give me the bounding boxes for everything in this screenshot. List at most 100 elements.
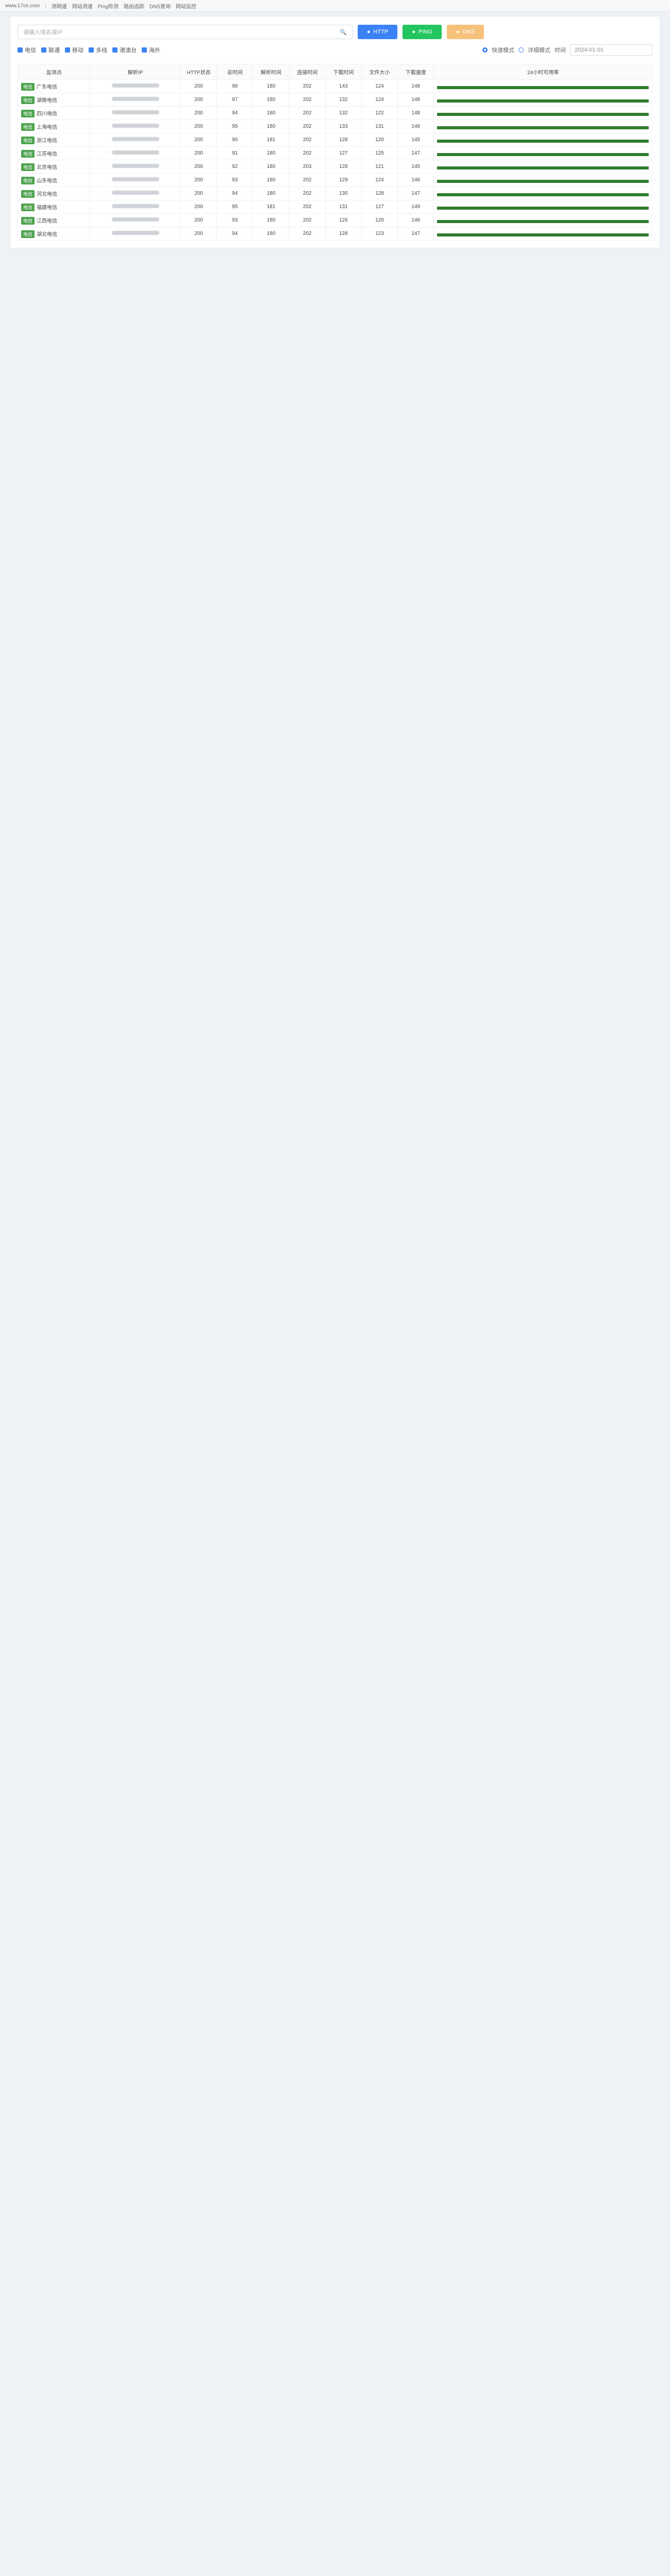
topbar-item-5[interactable]: DNS查询 xyxy=(149,4,171,10)
cell-download: 129 xyxy=(325,173,362,187)
radio-left[interactable] xyxy=(482,47,488,53)
cell-size: 123 xyxy=(361,227,398,241)
isp-tag: 电信 xyxy=(21,176,35,184)
header-9: 24小时可用率 xyxy=(433,64,652,80)
checkbox-4-box[interactable] xyxy=(112,47,118,53)
cell-total: 97 xyxy=(216,93,254,107)
main-panel: 请输入域名或IP 🔍 ● HTTP ● PING ● DNS 电信 联通 移动 … xyxy=(10,16,660,248)
topbar-item-3[interactable]: Ping检测 xyxy=(97,4,119,10)
cell-speed: 149 xyxy=(397,200,434,214)
cell-connect: 203 xyxy=(289,160,326,174)
cell-sparkline xyxy=(433,93,652,107)
cell-dns: 180 xyxy=(253,120,290,133)
checkbox-4-label: 港澳台 xyxy=(120,47,137,54)
sparkline-base xyxy=(437,99,649,103)
checkbox-1-box[interactable] xyxy=(41,47,46,53)
cell-connect: 202 xyxy=(289,120,326,133)
search-input[interactable]: 请输入域名或IP 🔍 xyxy=(18,25,353,39)
cell-download: 127 xyxy=(325,146,362,160)
isp-tag: 电信 xyxy=(21,123,35,131)
dns-button[interactable]: ● DNS xyxy=(446,25,484,39)
checkbox-4[interactable]: 港澳台 xyxy=(112,46,137,54)
table-row: 电信 北京电信 200 92 180 203 128 121 145 xyxy=(17,160,652,174)
http-label: HTTP xyxy=(373,29,389,35)
http-button[interactable]: ● HTTP xyxy=(358,25,398,39)
radio-right[interactable] xyxy=(518,47,524,53)
checkbox-1[interactable]: 联通 xyxy=(41,46,60,54)
cell-status: 200 xyxy=(180,106,217,120)
cell-dns: 180 xyxy=(253,79,290,93)
time-input[interactable]: 2024-01-01 xyxy=(570,44,652,56)
cell-location: 电信 湖南电信 xyxy=(17,93,91,107)
cell-location: 电信 广东电信 xyxy=(17,79,91,93)
checkbox-2-box[interactable] xyxy=(65,47,70,53)
topbar-separator: | xyxy=(45,3,46,9)
topbar-item-2[interactable]: 网站测速 xyxy=(72,4,93,10)
cell-size: 124 xyxy=(361,79,398,93)
cell-dns: 180 xyxy=(253,227,290,241)
ip-placeholder xyxy=(111,164,159,168)
checkbox-0[interactable]: 电信 xyxy=(18,46,36,54)
availability-sparkline xyxy=(437,112,649,116)
sparkline-base xyxy=(437,86,649,89)
header-8: 下载速度 xyxy=(397,64,434,80)
cell-ip xyxy=(90,187,181,200)
cell-status: 200 xyxy=(180,160,217,174)
cell-speed: 146 xyxy=(397,120,434,133)
isp-tag: 电信 xyxy=(21,82,35,91)
cell-ip xyxy=(90,213,181,227)
cell-size: 122 xyxy=(361,106,398,120)
checkbox-0-label: 电信 xyxy=(25,47,36,54)
cell-size: 125 xyxy=(361,146,398,160)
cell-download: 143 xyxy=(325,79,362,93)
checkbox-5-box[interactable] xyxy=(142,47,147,53)
cell-connect: 202 xyxy=(289,79,326,93)
cell-location: 电信 浙江电信 xyxy=(17,133,91,147)
cell-connect: 202 xyxy=(289,200,326,214)
location-text: 广东电信 xyxy=(37,84,58,90)
location-text: 湖南电信 xyxy=(37,97,58,104)
cell-speed: 148 xyxy=(397,93,434,107)
cell-status: 200 xyxy=(180,187,217,200)
sparkline-base xyxy=(437,193,649,196)
controls-row-2: 电信 联通 移动 多线 港澳台 海外 快速模式 详细模式 时间 2024-01-… xyxy=(18,44,652,56)
topbar-item-0[interactable]: www.17ce.com xyxy=(5,3,40,9)
header-3: 总时间 xyxy=(216,64,254,80)
topbar-item-4[interactable]: 路由追踪 xyxy=(123,4,144,10)
checkbox-0-box[interactable] xyxy=(18,47,23,53)
ip-placeholder xyxy=(111,150,159,155)
cell-sparkline xyxy=(433,160,652,174)
header-1: 解析IP xyxy=(90,64,181,80)
cell-size: 131 xyxy=(361,120,398,133)
cell-size: 124 xyxy=(361,93,398,107)
cell-total: 96 xyxy=(216,79,254,93)
availability-sparkline xyxy=(437,233,649,236)
cell-location: 电信 湖北电信 xyxy=(17,227,91,241)
checkbox-3-box[interactable] xyxy=(89,47,94,53)
cell-ip xyxy=(90,93,181,107)
checkbox-3[interactable]: 多线 xyxy=(89,46,107,54)
checkbox-2[interactable]: 移动 xyxy=(65,46,83,54)
availability-sparkline xyxy=(437,179,649,183)
table-row: 电信 广东电信 200 96 180 202 143 124 148 xyxy=(17,79,652,93)
cell-ip xyxy=(90,146,181,160)
header-4: 解析时间 xyxy=(253,64,290,80)
checkbox-5[interactable]: 海外 xyxy=(142,46,160,54)
cell-download: 130 xyxy=(325,187,362,200)
cell-download: 126 xyxy=(325,213,362,227)
sparkline-base xyxy=(437,112,649,116)
cell-location: 电信 江西电信 xyxy=(17,213,91,227)
availability-sparkline xyxy=(437,139,649,143)
dns-label: DNS xyxy=(462,29,475,35)
ping-button[interactable]: ● PING xyxy=(403,25,442,39)
ip-placeholder xyxy=(111,97,159,101)
cell-status: 200 xyxy=(180,133,217,147)
ip-placeholder xyxy=(111,231,159,235)
ping-label: PING xyxy=(418,29,432,35)
topbar-item-6[interactable]: 网站监控 xyxy=(176,4,196,10)
topbar-item-1[interactable]: 测网速 xyxy=(51,4,67,10)
sparkline-base xyxy=(437,219,649,223)
cell-status: 200 xyxy=(180,173,217,187)
ip-placeholder xyxy=(111,191,159,195)
search-icon[interactable]: 🔍 xyxy=(340,29,347,36)
